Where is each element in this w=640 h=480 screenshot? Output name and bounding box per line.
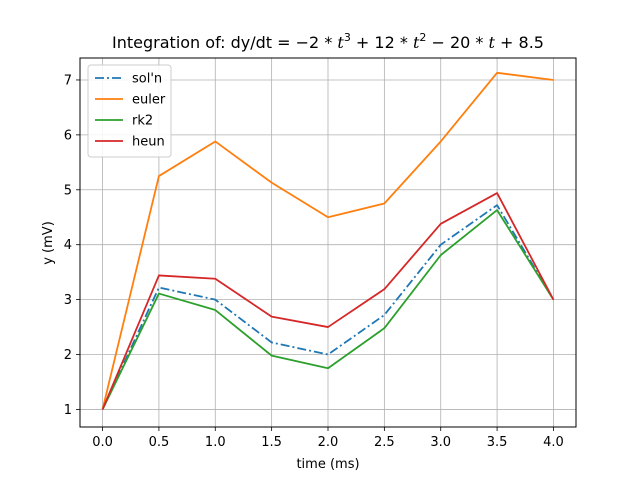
series-line-2 [101,209,555,410]
x-tick-label: 4.0 [543,435,564,450]
x-tick-label: 1.5 [261,435,282,450]
x-tick-label: 3.0 [430,435,451,450]
x-tick-label: 1.0 [205,435,226,450]
axis-ticks: 0.0 0.5 1.0 1.5 2.0 2.5 3.0 3.5 4.0 1 2 3 4 5 6 7 [64,73,564,450]
y-tick-label: 6 [64,128,72,143]
title-prefix: Integration of: dy/dt = [112,33,296,52]
x-tick-label: 2.0 [318,435,339,450]
y-tick-label: 3 [64,293,72,308]
y-tick-label: 5 [64,183,72,198]
x-tick-label: 2.5 [374,435,395,450]
grid-lines [80,58,576,427]
series-line-3 [101,192,555,410]
x-axis-label: time (ms) [296,457,359,472]
y-tick-label: 2 [64,348,72,363]
legend-label-1: euler [132,93,166,108]
y-axis-label: y (mV) [41,221,56,265]
x-tick-label: 0.5 [149,435,170,450]
legend-label-3: heun [132,135,165,150]
title-part: t [413,33,420,52]
legend: sol'n euler rk2 heun [87,64,172,158]
series-lines [101,71,555,410]
series-line-1 [101,71,554,410]
title-part: 2 [419,31,426,44]
y-tick-label: 4 [64,238,72,253]
title-part: − 20 * [426,33,488,52]
y-tick-label: 7 [64,73,72,88]
x-tick-label: 0.0 [92,435,113,450]
legend-label-0: sol'n [132,72,162,87]
series-line-0 [101,204,555,410]
title-part: + 8.5 [495,33,544,52]
title-part: −2 * [296,33,338,52]
title-part: + 12 * [351,33,413,52]
title-part: 3 [344,31,351,44]
y-tick-label: 1 [64,403,72,418]
title-part: t [337,33,344,52]
legend-box [87,64,172,158]
chart-title: Integration of: dy/dt = −2 * t3 + 12 * t… [112,31,544,52]
legend-label-2: rk2 [132,114,153,129]
x-tick-label: 3.5 [487,435,508,450]
title-part: t [489,33,496,52]
